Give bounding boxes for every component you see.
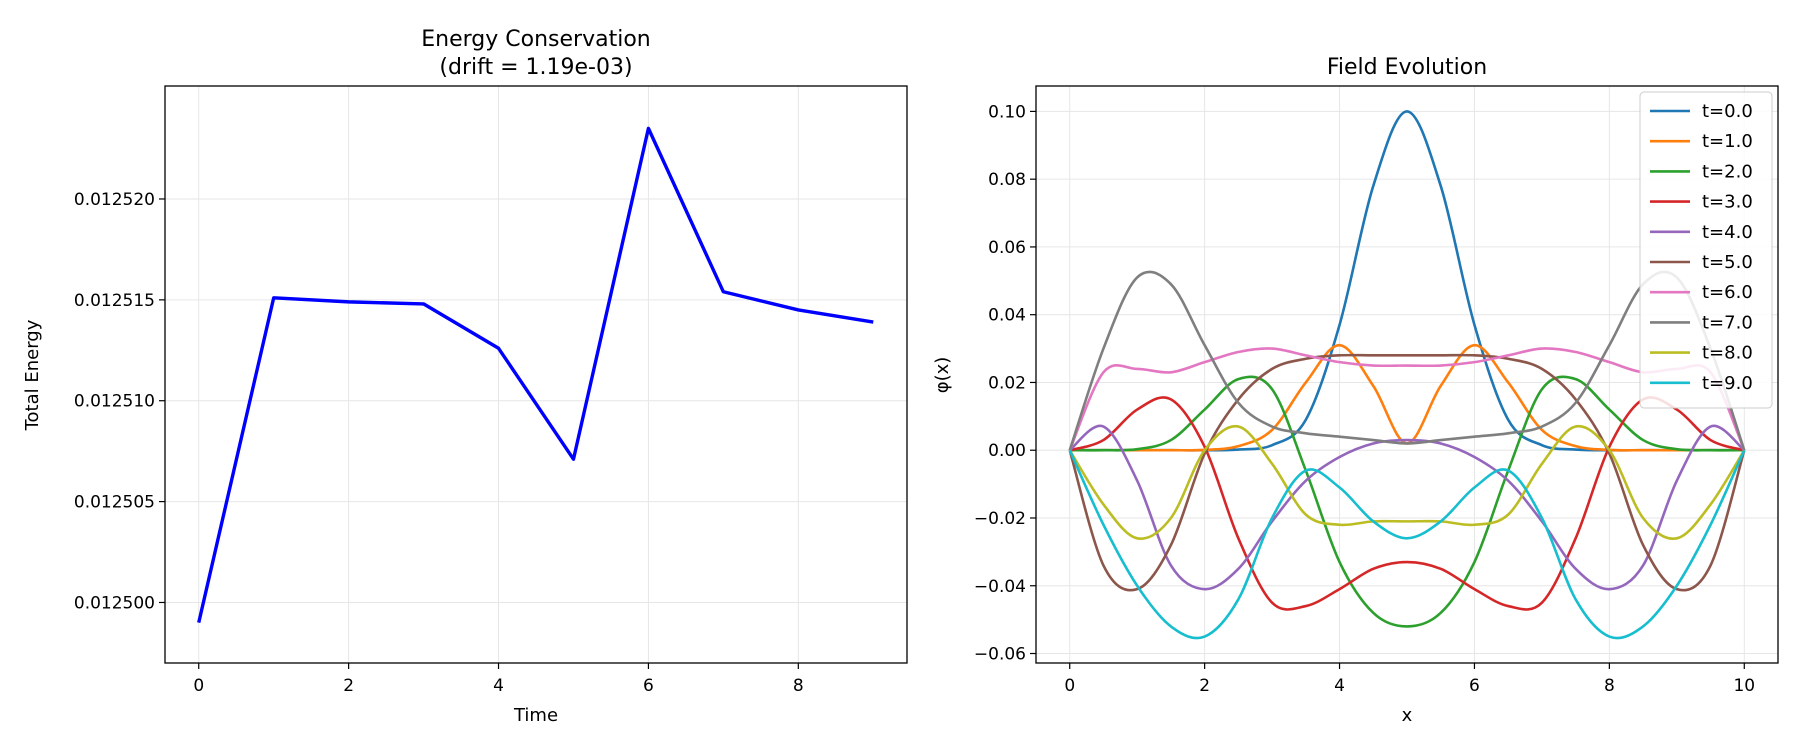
series-line-4 — [1068, 424, 1746, 591]
x-ticks: 0 2 4 6 8 — [193, 663, 804, 696]
x-tick-label: 8 — [793, 676, 804, 696]
y-tick-label: 0.00 — [988, 441, 1026, 461]
chart-title: Field Evolution — [1327, 55, 1487, 80]
legend-label: t=7.0 — [1702, 312, 1753, 333]
legend-label: t=4.0 — [1702, 222, 1753, 243]
y-tick-label: 0.08 — [988, 170, 1026, 190]
y-tick-label: 0.10 — [988, 102, 1026, 122]
series-line-0 — [197, 126, 874, 624]
legend-label: t=2.0 — [1702, 161, 1753, 182]
y-tick-label: 0.02 — [988, 373, 1026, 393]
series-line-5 — [1068, 353, 1746, 592]
plot-lines — [197, 126, 874, 624]
x-tick-label: 4 — [1334, 676, 1345, 696]
y-tick-label: −0.06 — [974, 645, 1026, 665]
y-tick-label: −0.04 — [974, 577, 1026, 597]
legend-label: t=5.0 — [1702, 252, 1753, 273]
chart-title-line-1: Energy Conservation — [421, 27, 650, 52]
y-ticks: −0.06 −0.04 −0.02 0.00 0.02 0.04 0.06 0.08 0.10 — [974, 102, 1036, 665]
legend: t=0.0 t=1.0 t=2.0 t=3.0 t=4.0 t=5.0 t=6.0 t=7.0… — [1639, 91, 1773, 409]
plot-lines — [1068, 110, 1746, 640]
legend-label: t=1.0 — [1702, 131, 1753, 152]
legend-label: t=9.0 — [1702, 373, 1753, 394]
axes-frame — [164, 85, 908, 664]
x-ticks: 0 2 4 6 8 10 — [1064, 663, 1755, 696]
x-axis-label: Time — [513, 705, 558, 726]
y-tick-label: 0.012515 — [74, 291, 155, 311]
series-line-2 — [1069, 375, 1745, 628]
legend-label: t=3.0 — [1702, 192, 1753, 213]
energy-conservation-panel: Energy Conservation (drift = 1.19e-03) 0… — [22, 27, 908, 726]
y-tick-label: 0.012500 — [74, 593, 155, 613]
x-tick-label: 0 — [1064, 676, 1075, 696]
x-axis-label: x — [1402, 705, 1413, 726]
y-tick-label: 0.012510 — [74, 392, 155, 412]
y-tick-label: 0.06 — [988, 238, 1026, 258]
x-tick-label: 8 — [1604, 676, 1615, 696]
y-tick-label: 0.012505 — [74, 493, 155, 513]
chart-title-line-2: (drift = 1.19e-03) — [439, 55, 632, 80]
series-line-8 — [1068, 424, 1746, 540]
y-tick-label: 0.04 — [988, 306, 1026, 326]
x-tick-label: 2 — [343, 676, 354, 696]
x-tick-label: 10 — [1733, 676, 1755, 696]
y-axis-label: φ(x) — [932, 357, 953, 394]
x-tick-label: 2 — [1199, 676, 1210, 696]
series-line-9 — [1068, 449, 1746, 640]
x-tick-label: 0 — [193, 676, 204, 696]
legend-label: t=0.0 — [1702, 101, 1753, 122]
y-axis-label: Total Energy — [22, 319, 43, 431]
field-evolution-panel: Field Evolution 0 2 4 6 8 10 −0.06 −0.04 −0.02 0… — [932, 55, 1779, 726]
x-tick-label: 4 — [493, 676, 504, 696]
y-tick-label: −0.02 — [974, 509, 1026, 529]
y-tick-label: 0.012520 — [74, 190, 155, 210]
legend-label: t=8.0 — [1702, 343, 1753, 364]
series-line-3 — [1069, 396, 1745, 611]
x-tick-label: 6 — [643, 676, 654, 696]
y-ticks: 0.012500 0.012505 0.012510 0.012515 0.012520 — [74, 190, 165, 613]
axes-frame — [1035, 85, 1779, 664]
legend-label: t=6.0 — [1702, 282, 1753, 303]
x-tick-label: 6 — [1469, 676, 1480, 696]
series-line-6 — [1068, 347, 1746, 451]
